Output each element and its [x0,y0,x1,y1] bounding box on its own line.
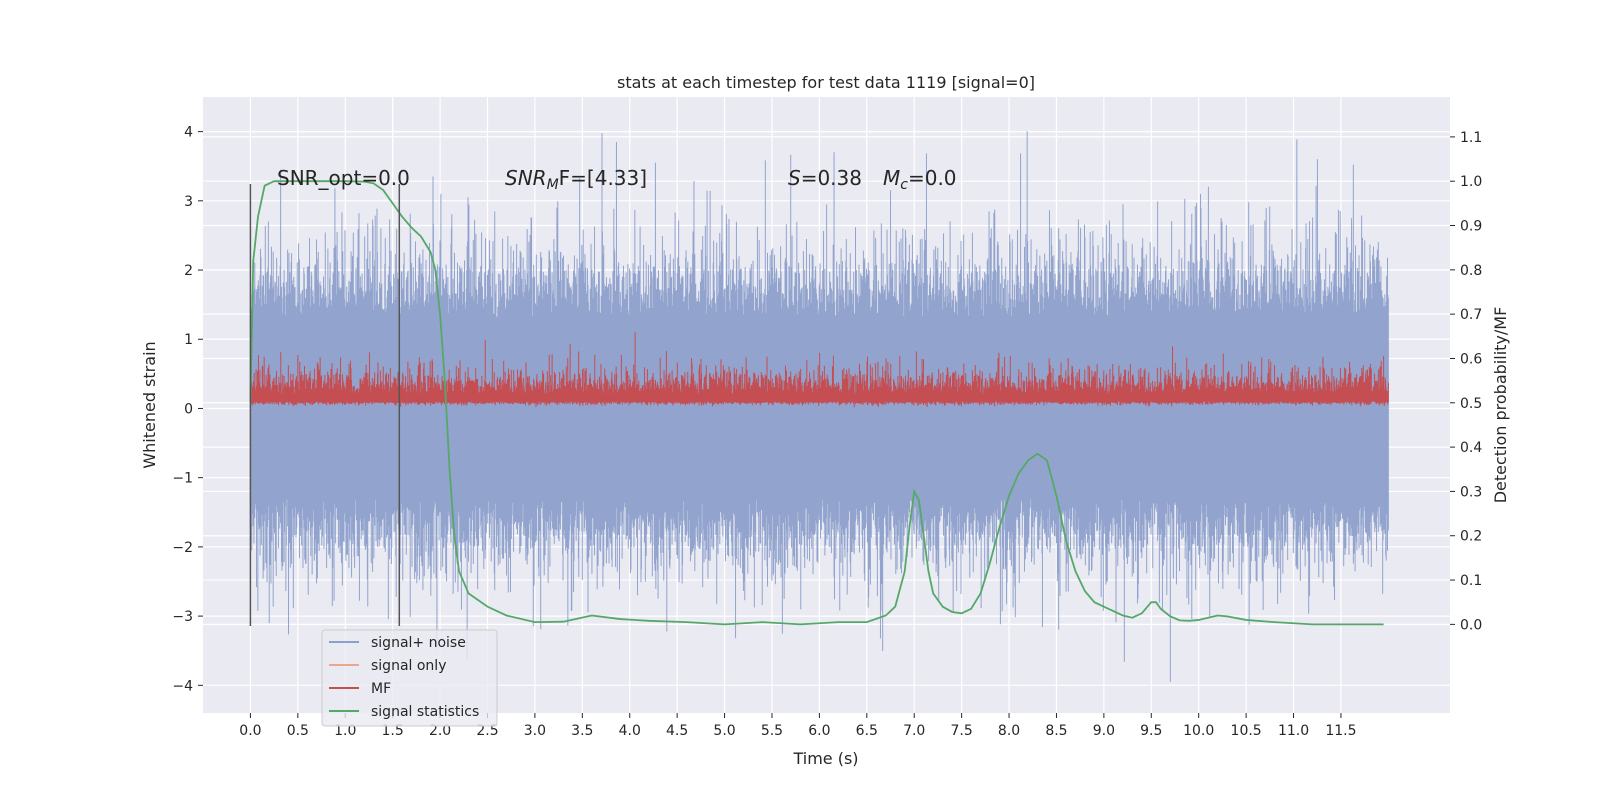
legend-label-signal-only: signal only [371,658,446,674]
legend-item-signal-statistics: signal statistics [329,704,479,720]
legend-item-signal-only: signal only [329,658,446,674]
y-tick-label-left: 3 [184,194,193,210]
annotation-s-value: =0.38 [801,166,862,190]
y-tick-label-left: −2 [172,540,193,556]
x-tick-label: 2.5 [476,723,498,739]
legend: signal+ noise signal only MF signal stat… [321,629,498,727]
x-tick-label: 10.0 [1183,723,1214,739]
y-tick-label-left: −1 [172,471,193,487]
annotation-s: S=0.38 [788,166,862,190]
legend-label-mf: MF [371,681,391,697]
y-tick-label-left: 1 [184,332,193,348]
y-tick-label-right: 0.1 [1460,573,1482,589]
x-tick-label: 4.5 [666,723,688,739]
y-tick-label-right: 0.0 [1460,617,1482,633]
series-signal-statistics [249,180,1384,626]
y-tick-label-left: 4 [184,125,193,141]
x-tick-label: 2.0 [429,723,451,739]
annotation-snr-mf-sub: M [547,177,559,193]
y-tick-label-right: 0.5 [1460,396,1482,412]
x-tick-label: 1.5 [382,723,404,739]
y-axis-label-right: Detection probability/MF [1491,307,1510,504]
annotation-snr-opt: SNR_opt=0.0 [277,166,410,190]
x-tick-label: 6.0 [808,723,830,739]
y-tick-label-right: 1.0 [1460,174,1482,190]
y-tick-label-right: 0.9 [1460,219,1482,235]
annotation-mc: Mc=0.0 [883,166,957,193]
y-tick-label-right: 0.6 [1460,351,1482,367]
annotation-mc-value: =0.0 [908,166,957,190]
x-tick-label: 11.5 [1325,723,1356,739]
legend-item-signal-noise: signal+ noise [329,635,466,651]
legend-label-signal-statistics: signal statistics [371,704,479,720]
x-tick-label: 9.5 [1140,723,1162,739]
y-tick-label-right: 0.7 [1460,307,1482,323]
y-tick-label-right: 0.3 [1460,484,1482,500]
chart-title: stats at each timestep for test data 111… [617,73,1035,92]
y-tick-label-right: 0.8 [1460,263,1482,279]
x-tick-label: 3.5 [571,723,593,739]
x-tick-label: 5.0 [713,723,735,739]
x-tick-label: 3.0 [524,723,546,739]
y-tick-label-right: 0.2 [1460,529,1482,545]
marker-layer [249,184,401,626]
x-tick-label: 5.5 [761,723,783,739]
x-tick-label: 7.0 [903,723,925,739]
x-tick-label: 11.0 [1278,723,1309,739]
x-tick-label: 10.5 [1231,723,1262,739]
x-tick-label: 9.0 [1093,723,1115,739]
x-tick-label: 1.0 [334,723,356,739]
tick-layer: 0.0 0.5 1.0 1.5 2.0 2.5 3.0 3.5 4.0 4.5 5.0 5.5 6.0 6… [172,125,1482,739]
annotation-mc-label: M [883,166,900,190]
annotation-s-label: S [788,166,801,190]
x-tick-label: 0.5 [287,723,309,739]
x-tick-label: 4.0 [619,723,641,739]
legend-label-signal-noise: signal+ noise [371,635,466,651]
legend-box [321,629,498,727]
x-tick-label: 6.5 [856,723,878,739]
y-tick-label-right: 1.1 [1460,130,1482,146]
x-tick-label: 7.5 [950,723,972,739]
y-tick-label-left: 0 [184,401,193,417]
x-tick-label: 8.5 [1045,723,1067,739]
annotation-row: SNR_opt=0.0 SNRMF=[4.33] S=0.38 Mc=0.0 [277,166,957,193]
legend-item-mf: MF [329,681,391,697]
x-tick-label: 0.0 [239,723,261,739]
y-tick-label-left: −4 [172,678,193,694]
y-tick-label-left: 2 [184,263,193,279]
y-tick-label-left: −3 [172,609,193,625]
annotation-snr-mf-rest: F=[4.33] [559,166,647,190]
y-tick-label-right: 0.4 [1460,440,1482,456]
annotation-snr-mf: SNRMF=[4.33] [505,166,647,193]
x-tick-label: 8.0 [998,723,1020,739]
annotation-snr-mf-main: SNR [505,166,547,190]
x-axis-label: Time (s) [792,749,858,768]
annotation-mc-sub: c [900,177,908,193]
y-axis-label-left: Whitened strain [140,341,159,468]
